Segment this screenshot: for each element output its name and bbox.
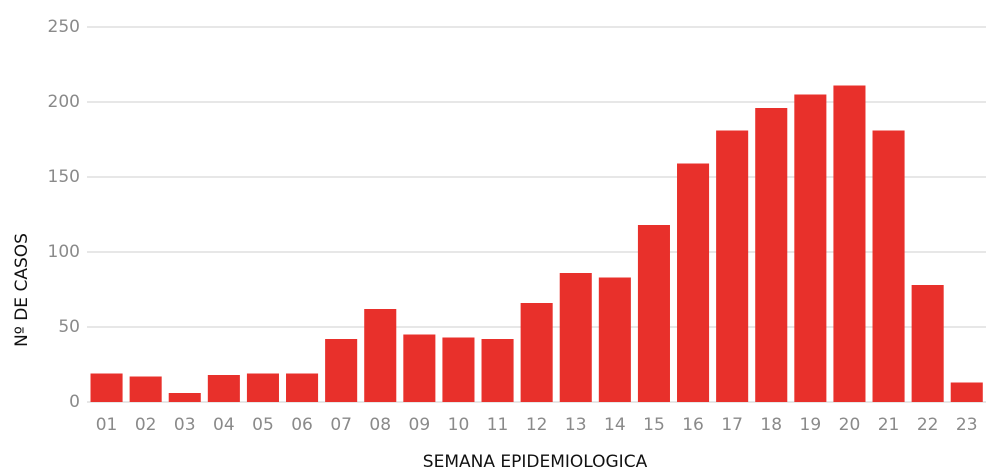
bar [950,382,983,402]
x-tick-label: 14 [604,415,626,435]
y-tick-label: 150 [48,167,80,187]
x-tick-label: 12 [526,415,548,435]
x-tick-label: 04 [213,415,235,435]
bar [598,277,631,402]
y-axis-title: Nº DE CASOS [12,233,32,347]
x-tick-label: 01 [96,415,118,435]
bar [207,375,240,402]
x-tick-label: 07 [330,415,352,435]
bar [755,108,788,402]
x-tick-label: 08 [369,415,391,435]
bar [90,373,123,402]
y-tick-label: 0 [69,392,80,412]
bar [520,303,553,402]
y-tick-label: 200 [48,92,80,112]
x-axis-title: SEMANA EPIDEMIOLOGICA [423,452,648,471]
bar [364,309,397,402]
bar [716,130,749,402]
x-tick-label: 19 [800,415,822,435]
x-tick-label: 20 [839,415,861,435]
bar [677,163,710,402]
x-tick-label: 09 [409,415,431,435]
x-tick-label: 21 [878,415,900,435]
x-tick-label: 23 [956,415,978,435]
y-tick-label: 250 [48,17,80,37]
x-tick-label: 11 [487,415,509,435]
x-tick-label: 10 [448,415,470,435]
bar [481,339,514,402]
x-tick-label: 05 [252,415,274,435]
bar [442,337,475,402]
bar [794,94,827,402]
bar [325,339,358,402]
x-tick-label: 02 [135,415,157,435]
x-tick-label: 22 [917,415,939,435]
y-tick-label: 50 [58,317,80,337]
bar [833,85,866,402]
bar [872,130,905,402]
x-tick-label: 13 [565,415,587,435]
bar [286,373,319,402]
bar [559,273,592,402]
bar [129,376,162,402]
x-tick-label: 06 [291,415,313,435]
bar [403,334,436,402]
x-tick-label: 16 [682,415,704,435]
x-tick-label: 18 [760,415,782,435]
bar [168,393,201,402]
x-tick-label: 15 [643,415,665,435]
y-tick-label: 100 [48,242,80,262]
bar [637,225,670,402]
bar [246,373,279,402]
bar [911,285,944,402]
x-tick-label: 17 [721,415,743,435]
x-tick-label: 03 [174,415,196,435]
